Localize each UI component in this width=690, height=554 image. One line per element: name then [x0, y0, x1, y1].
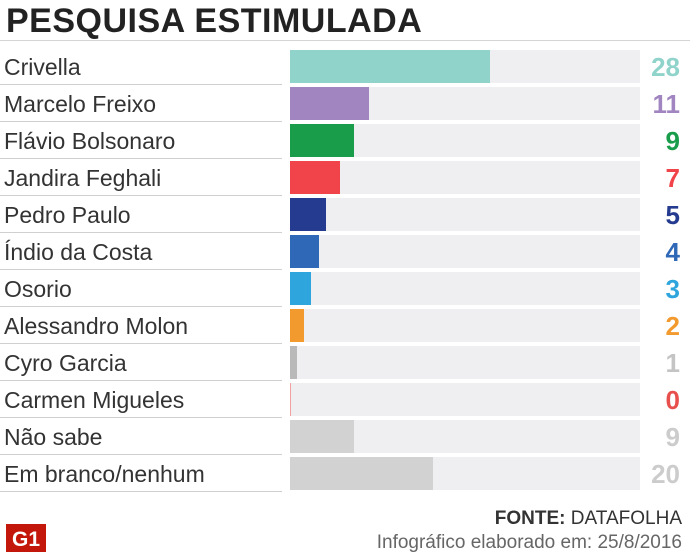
bar [290, 383, 291, 416]
value-label: 4 [665, 237, 680, 267]
bar-row: Flávio Bolsonaro 9 [0, 122, 690, 159]
bar-track [290, 198, 640, 231]
bar-row: Jandira Feghali 7 [0, 159, 690, 196]
bar-track [290, 50, 640, 83]
category-label: Jandira Feghali [4, 165, 162, 191]
row-divider [0, 343, 282, 344]
value-label: 3 [665, 274, 680, 304]
row-divider [0, 454, 282, 455]
category-label: Crivella [4, 54, 81, 80]
bar [290, 50, 490, 83]
category-label: Pedro Paulo [4, 202, 131, 228]
bar-row: Em branco/nenhum 20 [0, 455, 690, 492]
source-label: FONTE: [494, 508, 566, 529]
row-divider [0, 306, 282, 307]
category-label: Alessandro Molon [4, 313, 189, 339]
bar-row: Índio da Costa 4 [0, 233, 690, 270]
category-label: Não sabe [4, 424, 103, 450]
bar-track [290, 235, 640, 268]
row-divider [0, 491, 282, 492]
row-divider [0, 417, 282, 418]
bar [290, 161, 340, 194]
row-divider [0, 121, 282, 122]
logo-text: G1 [12, 528, 40, 551]
bar-track [290, 383, 640, 416]
g1-logo-icon: G1 [6, 524, 46, 552]
row-divider [0, 269, 282, 270]
category-label: Flávio Bolsonaro [4, 128, 176, 154]
bar-row: Pedro Paulo 5 [0, 196, 690, 233]
bar-track [290, 346, 640, 379]
bar [290, 346, 298, 379]
category-label: Cyro Garcia [4, 350, 127, 376]
value-label: 7 [665, 163, 680, 193]
value-label: 11 [652, 89, 681, 119]
value-label: 20 [651, 459, 680, 489]
source-line: FONTE: DATAFOLHA [495, 508, 682, 530]
bar-row: Crivella 28 [0, 48, 690, 85]
value-label: 1 [665, 348, 680, 378]
bar-track [290, 272, 640, 305]
category-label: Em branco/nenhum [4, 461, 205, 487]
bar [290, 124, 355, 157]
bar [290, 309, 305, 342]
bar-row: Carmen Migueles 0 [0, 381, 690, 418]
bar-row: Alessandro Molon 2 [0, 307, 690, 344]
category-label: Osorio [4, 276, 72, 302]
title-divider [0, 40, 690, 41]
bar-track [290, 457, 640, 490]
row-divider [0, 158, 282, 159]
bar [290, 198, 326, 231]
value-label: 28 [651, 52, 680, 82]
bar [290, 457, 433, 490]
credit-line: Infográfico elaborado em: 25/8/2016 [376, 532, 682, 553]
row-divider [0, 84, 282, 85]
bar-track [290, 87, 640, 120]
bar-track [290, 161, 640, 194]
bar [290, 420, 355, 453]
chart-title: PESQUISA ESTIMULADA [6, 2, 423, 40]
row-divider [0, 380, 282, 381]
bar [290, 87, 369, 120]
category-label: Carmen Migueles [4, 387, 185, 413]
bar-track [290, 124, 640, 157]
bar-track [290, 420, 640, 453]
row-divider [0, 232, 282, 233]
bar-row: Marcelo Freixo 11 [0, 85, 690, 122]
value-label: 9 [665, 126, 680, 156]
bar-row: Não sabe 9 [0, 418, 690, 455]
category-label: Índio da Costa [4, 239, 153, 265]
value-label: 2 [665, 311, 680, 341]
bar-track [290, 309, 640, 342]
bar [290, 235, 319, 268]
source-value: DATAFOLHA [570, 508, 682, 529]
bar-row: Osorio 3 [0, 270, 690, 307]
row-divider [0, 195, 282, 196]
bar-row: Cyro Garcia 1 [0, 344, 690, 381]
value-label: 9 [665, 422, 680, 452]
value-label: 5 [665, 200, 680, 230]
bar [290, 272, 312, 305]
category-label: Marcelo Freixo [4, 91, 157, 117]
value-label: 0 [665, 385, 680, 415]
